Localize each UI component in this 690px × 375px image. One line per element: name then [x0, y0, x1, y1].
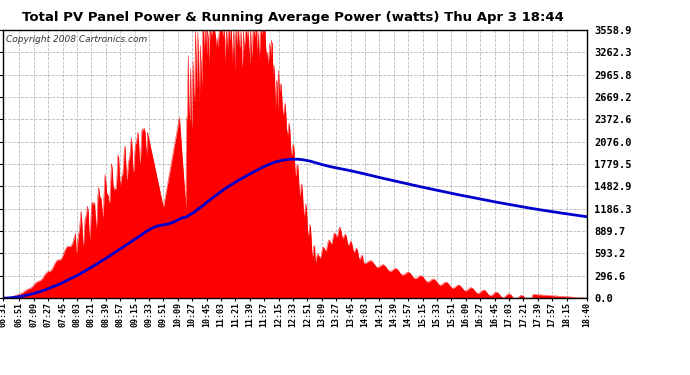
- Text: Copyright 2008 Cartronics.com: Copyright 2008 Cartronics.com: [6, 35, 148, 44]
- Text: Total PV Panel Power & Running Average Power (watts) Thu Apr 3 18:44: Total PV Panel Power & Running Average P…: [22, 10, 564, 24]
